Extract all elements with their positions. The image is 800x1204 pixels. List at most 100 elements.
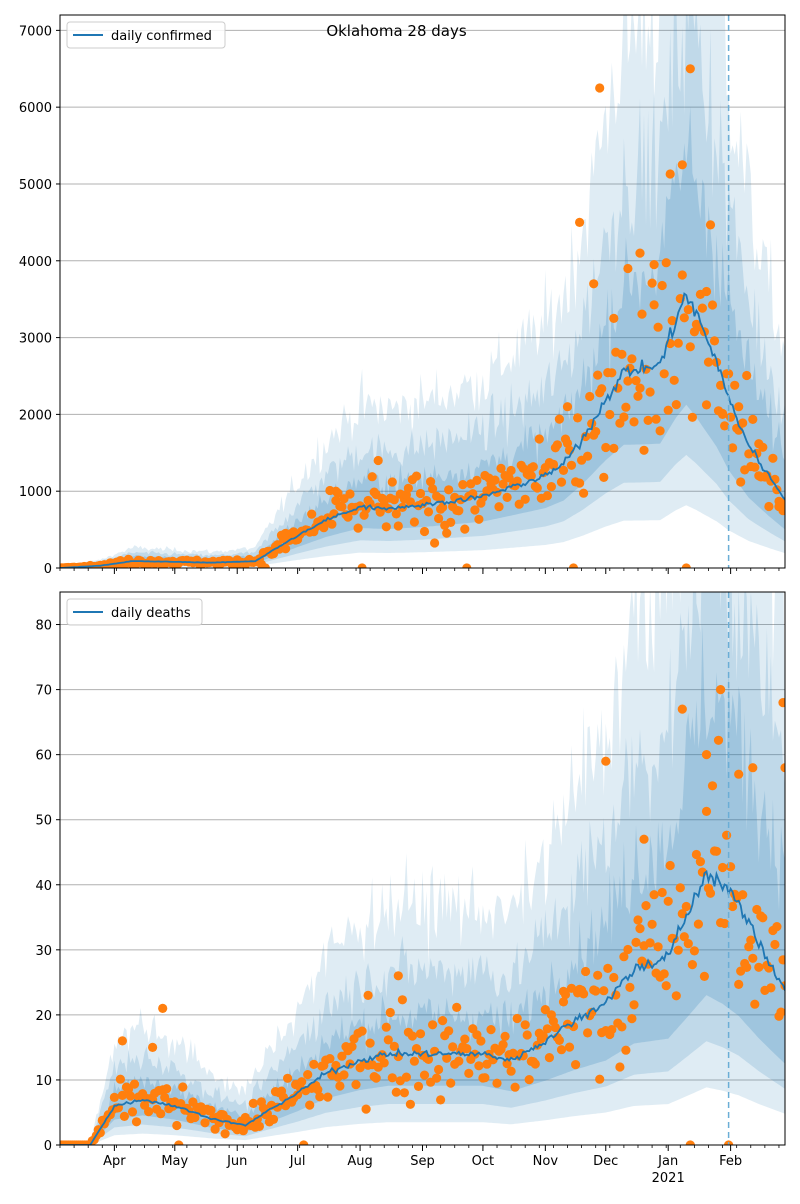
observed-point — [647, 278, 657, 288]
observed-point — [260, 563, 270, 568]
observed-point — [419, 1070, 430, 1080]
observed-point — [568, 1021, 579, 1032]
observed-point — [595, 1074, 605, 1084]
observed-point — [645, 938, 655, 948]
observed-point — [649, 890, 659, 900]
observed-point — [607, 368, 617, 378]
observed-point — [363, 990, 373, 1001]
observed-point — [573, 413, 583, 423]
observed-point — [353, 523, 363, 533]
observed-point — [564, 1042, 575, 1052]
observed-point — [331, 486, 341, 496]
observed-point — [109, 1092, 119, 1102]
observed-point — [220, 1129, 230, 1139]
observed-point — [566, 460, 577, 470]
observed-point — [734, 769, 744, 779]
observed-point — [474, 1061, 484, 1071]
observed-point — [677, 160, 687, 170]
observed-point — [681, 563, 691, 568]
observed-point — [343, 512, 353, 522]
observed-point — [601, 756, 611, 766]
observed-point — [768, 453, 778, 463]
observed-point — [538, 1031, 548, 1041]
observed-point — [635, 383, 645, 393]
observed-point — [730, 380, 740, 390]
observed-point — [619, 412, 629, 422]
observed-point — [131, 1117, 142, 1127]
observed-point — [125, 1091, 136, 1101]
observed-point — [571, 1060, 581, 1070]
observed-point — [707, 300, 718, 310]
observed-point — [665, 860, 675, 871]
y-tick-label: 10 — [35, 1074, 52, 1089]
observed-point — [623, 944, 633, 955]
observed-point — [683, 939, 693, 949]
observed-point — [486, 1025, 496, 1035]
x-tick-label: Dec — [593, 1154, 618, 1169]
observed-point — [683, 305, 693, 315]
observed-point — [663, 405, 673, 415]
observed-point — [160, 1092, 170, 1102]
observed-point — [669, 375, 679, 385]
x-tick-label: Apr — [103, 1154, 126, 1169]
observed-point — [597, 384, 607, 394]
observed-point — [728, 901, 738, 912]
observed-point — [462, 1044, 472, 1054]
observed-point — [558, 465, 569, 475]
observed-point — [673, 945, 683, 955]
observed-point — [442, 1053, 452, 1063]
observed-point — [593, 370, 603, 380]
x-tick-label: Jul — [289, 1154, 306, 1169]
x-tick-label: Nov — [533, 1154, 559, 1169]
observed-point — [631, 937, 641, 948]
observed-point — [446, 1078, 456, 1088]
model-line — [60, 292, 785, 568]
observed-point — [691, 849, 702, 860]
observed-point — [156, 1109, 166, 1119]
observed-point — [780, 763, 785, 773]
observed-point — [770, 939, 780, 950]
observed-point — [389, 1041, 399, 1051]
observed-point — [528, 462, 538, 472]
observed-point — [623, 263, 633, 274]
observed-point — [470, 1049, 480, 1059]
observed-point — [200, 1118, 210, 1128]
y-tick-label: 60 — [35, 749, 52, 764]
observed-point — [663, 896, 673, 906]
observed-point — [423, 1054, 434, 1064]
observed-point — [621, 1045, 631, 1055]
observed-point — [667, 316, 677, 326]
observed-point — [548, 459, 559, 469]
observed-point — [544, 1053, 555, 1063]
observed-point — [685, 1140, 695, 1145]
observed-point — [500, 1031, 510, 1041]
y-tick-label: 2000 — [19, 408, 52, 423]
observed-point — [748, 763, 758, 773]
y-tick-label: 70 — [35, 684, 52, 699]
observed-point — [671, 400, 681, 410]
observed-point — [367, 472, 377, 482]
observed-point — [605, 409, 615, 420]
observed-point — [627, 1014, 637, 1024]
observed-point — [766, 983, 776, 993]
observed-point — [442, 528, 452, 538]
x-tick-label: Oct — [472, 1154, 494, 1169]
observed-point — [677, 909, 687, 919]
observed-point — [750, 462, 760, 472]
observed-point — [701, 806, 712, 817]
observed-point — [365, 1038, 375, 1048]
observed-point — [522, 1030, 532, 1040]
observed-point — [748, 953, 758, 963]
observed-point — [323, 1092, 333, 1102]
observed-point — [337, 502, 347, 512]
observed-point — [701, 400, 712, 410]
observed-point — [315, 1092, 325, 1102]
observed-point — [639, 445, 649, 455]
observed-point — [434, 1064, 444, 1075]
observed-point — [464, 1068, 474, 1078]
observed-point — [697, 303, 708, 313]
observed-point — [520, 494, 530, 504]
observed-point — [337, 1051, 347, 1061]
observed-point — [627, 354, 637, 364]
